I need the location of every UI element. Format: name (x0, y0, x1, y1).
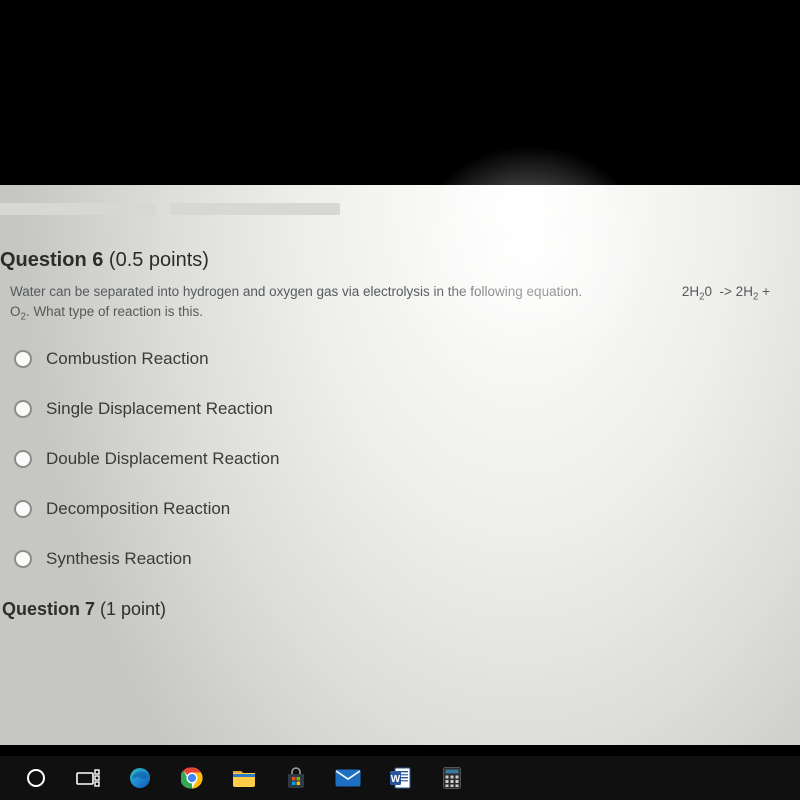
question-number: Question 6 (0, 249, 103, 271)
option-label: Synthesis Reaction (46, 549, 192, 569)
option-single-displacement[interactable]: Single Displacement Reaction (14, 399, 780, 419)
edge-icon[interactable] (114, 756, 166, 800)
radio-icon[interactable] (14, 350, 32, 368)
question-6-header: Question 6 (0.5 points) (0, 249, 780, 272)
question-6-prompt: 2H20 -> 2H2 + Water can be separated int… (10, 282, 770, 323)
option-synthesis[interactable]: Synthesis Reaction (14, 549, 780, 569)
mail-icon[interactable] (322, 756, 374, 800)
progress-segment (170, 203, 340, 215)
option-combustion[interactable]: Combustion Reaction (14, 349, 780, 369)
progress-bar (0, 185, 780, 215)
question-number: Question 7 (2, 599, 95, 619)
cortana-ring-icon[interactable] (10, 756, 62, 800)
question-6-options: Combustion Reaction Single Displacement … (14, 349, 780, 569)
windows-taskbar: W (0, 756, 800, 800)
option-decomposition[interactable]: Decomposition Reaction (14, 499, 780, 519)
word-icon[interactable]: W (374, 756, 426, 800)
question-6-equation: 2H20 -> 2H2 + (658, 282, 770, 302)
option-label: Double Displacement Reaction (46, 449, 279, 469)
prompt-line-1: Water can be separated into hydrogen and… (10, 284, 582, 299)
screenshot-root: Question 6 (0.5 points) 2H20 -> 2H2 + Wa… (0, 0, 800, 800)
question-points: (0.5 points) (103, 249, 209, 271)
microsoft-store-icon[interactable] (270, 756, 322, 800)
quiz-page: Question 6 (0.5 points) 2H20 -> 2H2 + Wa… (0, 185, 800, 745)
progress-segment (0, 203, 156, 215)
svg-text:W: W (391, 774, 401, 785)
option-label: Combustion Reaction (46, 349, 209, 369)
radio-icon[interactable] (14, 400, 32, 418)
question-points: (1 point) (95, 599, 166, 619)
task-view-icon[interactable] (62, 756, 114, 800)
chrome-icon[interactable] (166, 756, 218, 800)
option-label: Single Displacement Reaction (46, 399, 273, 419)
option-double-displacement[interactable]: Double Displacement Reaction (14, 449, 780, 469)
question-7-header: Question 7 (1 point) (2, 599, 780, 620)
prompt-line-2: What type of reaction is this. (30, 304, 203, 319)
radio-icon[interactable] (14, 450, 32, 468)
option-label: Decomposition Reaction (46, 499, 230, 519)
calculator-icon[interactable] (426, 756, 478, 800)
radio-icon[interactable] (14, 500, 32, 518)
prompt-equation-tail: O2. (10, 304, 30, 319)
file-explorer-icon[interactable] (218, 756, 270, 800)
radio-icon[interactable] (14, 550, 32, 568)
